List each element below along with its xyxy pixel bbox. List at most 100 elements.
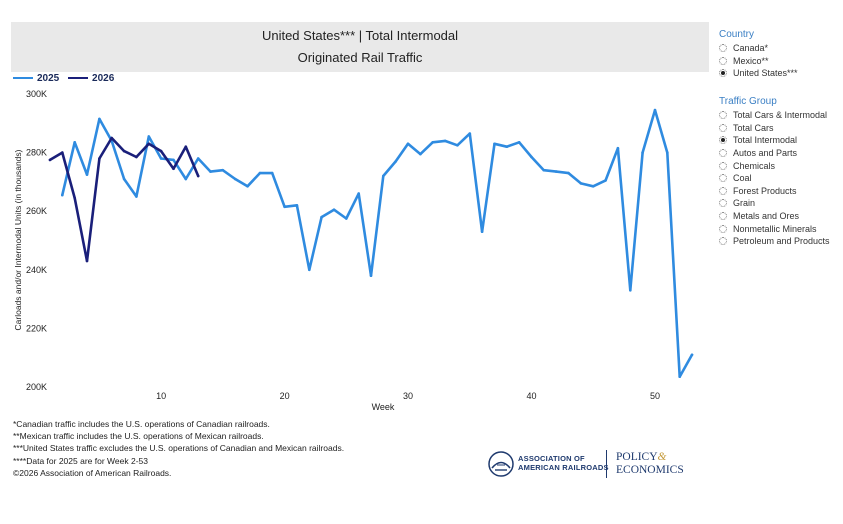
footnotes: *Canadian traffic includes the U.S. oper… (13, 418, 344, 479)
data-point-2026 (98, 157, 101, 160)
traffic-group-option[interactable]: Chemicals (719, 159, 830, 172)
series-line-2025 (60, 108, 694, 379)
traffic-group-option[interactable]: Petroleum and Products (719, 235, 830, 248)
data-point-2025 (678, 375, 681, 379)
data-point-2026 (135, 155, 138, 159)
data-point-2025 (320, 215, 323, 219)
data-point-2026 (61, 151, 64, 154)
data-point-2025 (258, 171, 262, 175)
country-heading: Country (719, 29, 755, 40)
traffic-group-option[interactable]: Forest Products (719, 185, 830, 198)
radio-button[interactable] (719, 149, 727, 158)
country-option-label: United States*** (733, 68, 798, 79)
traffic-group-option-label: Petroleum and Products (733, 236, 830, 247)
data-point-2025 (135, 195, 138, 198)
traffic-group-option-label: Total Cars (733, 122, 774, 133)
data-point-2025 (456, 144, 459, 147)
radio-button[interactable] (719, 44, 727, 53)
country-option[interactable]: Canada* (719, 42, 798, 55)
data-point-2025 (468, 132, 472, 135)
data-point-2025 (579, 182, 583, 185)
data-point-2025 (554, 170, 558, 173)
x-tick-label: 30 (403, 391, 413, 401)
y-tick-label: 240K (26, 265, 47, 275)
traffic-group-panel: Traffic Group Total Cars & Intermodal Tot… (719, 96, 830, 248)
traffic-group-option-label: Metals and Ores (733, 211, 800, 222)
y-tick-label: 260K (26, 206, 47, 216)
traffic-group-option-label: Total Intermodal (733, 135, 798, 146)
radio-button[interactable] (719, 123, 727, 132)
country-option-label: Canada* (733, 43, 769, 54)
y-tick-label: 220K (26, 323, 47, 333)
x-tick-label: 20 (280, 391, 290, 401)
x-tick-label: 10 (156, 391, 166, 401)
traffic-group-option-label: Total Cars & Intermodal (733, 110, 828, 121)
traffic-group-option[interactable]: Nonmetallic Minerals (719, 222, 830, 235)
country-option[interactable]: United States*** (719, 67, 798, 80)
aar-line2: AMERICAN RAILROADS (518, 463, 609, 472)
data-point-2026 (196, 174, 200, 178)
traffic-group-option[interactable]: Grain (719, 197, 830, 210)
data-point-2025 (505, 145, 509, 148)
data-point-2025 (406, 142, 410, 146)
traffic-group-option[interactable]: Total Cars & Intermodal (719, 109, 830, 122)
traffic-group-option[interactable]: Metals and Ores (719, 210, 830, 223)
traffic-group-option[interactable]: Total Intermodal (719, 134, 830, 147)
data-point-2025 (332, 208, 336, 211)
radio-button[interactable] (719, 212, 727, 221)
radio-button[interactable] (719, 56, 727, 65)
data-point-2025 (98, 117, 101, 121)
data-point-2025 (283, 205, 286, 209)
chart-subtitle: Originated Rail Traffic (297, 50, 423, 65)
footnote-data-range: ****Data for 2025 are for Week 2-53 (13, 455, 148, 466)
logo-divider (606, 450, 607, 478)
data-point-2026 (85, 259, 89, 263)
traffic-group-option[interactable]: Coal (719, 172, 830, 185)
legend-swatch-2025 (13, 77, 33, 79)
traffic-group-option-label: Nonmetallic Minerals (733, 223, 817, 234)
y-tick-label: 280K (26, 148, 47, 158)
data-point-2025 (616, 146, 620, 150)
traffic-group-option-label: Autos and Parts (733, 148, 798, 159)
data-point-2025 (308, 268, 311, 272)
legend-item-2025[interactable]: 2025 (13, 73, 59, 84)
data-point-2026 (110, 136, 113, 140)
radio-button[interactable] (719, 111, 727, 120)
data-point-2025 (85, 173, 89, 176)
radio-button[interactable] (719, 174, 727, 183)
country-option-label: Mexico** (733, 55, 769, 66)
chart-legend: 2025 2026 (13, 71, 120, 84)
pe-ampersand: & (657, 451, 667, 463)
data-point-2025 (604, 179, 607, 182)
traffic-group-option-label: Coal (733, 173, 752, 184)
data-point-2025 (419, 152, 422, 156)
footnote-us: ***United States traffic excludes the U.… (13, 443, 345, 454)
y-axis-label: Carloads and/or Intermodal Units (in tho… (13, 149, 23, 330)
data-point-2025 (517, 141, 521, 144)
pe-line2: ECONOMICS (616, 464, 684, 476)
country-option[interactable]: Mexico** (719, 55, 798, 68)
traffic-group-option[interactable]: Autos and Parts (719, 147, 830, 160)
radio-button[interactable] (719, 224, 727, 233)
data-point-2026 (48, 158, 52, 162)
footnote-canada: *Canadian traffic includes the U.S. oper… (13, 419, 270, 429)
data-point-2026 (73, 196, 76, 200)
radio-button[interactable] (719, 69, 727, 78)
data-point-2025 (159, 157, 163, 160)
radio-button[interactable] (719, 199, 727, 208)
traffic-group-heading: Traffic Group (719, 96, 777, 107)
data-point-2025 (567, 171, 570, 175)
traffic-group-option[interactable]: Total Cars (719, 122, 830, 135)
aar-emblem-icon (488, 451, 514, 477)
radio-button[interactable] (719, 161, 727, 170)
data-point-2025 (443, 139, 447, 143)
data-point-2025 (666, 151, 669, 154)
legend-item-2026[interactable]: 2026 (68, 73, 114, 84)
radio-button[interactable] (719, 136, 727, 145)
data-point-2025 (73, 141, 76, 144)
data-point-2025 (653, 108, 657, 112)
radio-button[interactable] (719, 186, 727, 195)
data-point-2025 (493, 142, 496, 146)
radio-button[interactable] (719, 237, 727, 246)
policy-economics-wordmark: POLICY& ECONOMICS (616, 451, 684, 477)
